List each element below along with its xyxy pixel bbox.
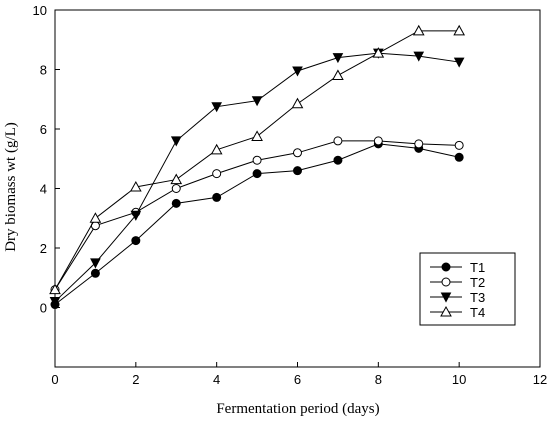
data-point (413, 51, 425, 62)
legend-label: T3 (470, 290, 485, 305)
y-tick-label: 6 (40, 122, 47, 137)
legend-item: T2 (430, 275, 485, 290)
axis-ticks: 0 2 4 6 8 10 12 0 2 4 6 8 10 (33, 3, 548, 387)
data-point (170, 173, 183, 185)
data-point (291, 97, 304, 109)
data-point (454, 140, 464, 150)
series-layer (49, 24, 466, 310)
legend-label: T4 (470, 305, 485, 320)
data-point (453, 24, 466, 36)
data-point (49, 297, 61, 308)
data-point (171, 184, 181, 193)
legend-label: T1 (470, 260, 485, 275)
data-point (332, 53, 344, 64)
legend-label: T2 (470, 275, 485, 290)
data-point (251, 96, 263, 107)
legend-marker (440, 305, 452, 317)
y-tick-label: 10 (33, 3, 47, 18)
data-point (293, 166, 302, 176)
y-tick-label: 4 (40, 182, 47, 197)
x-tick-label: 4 (213, 372, 220, 387)
x-tick-label: 12 (533, 372, 547, 387)
legend-marker (440, 292, 452, 303)
data-point (454, 152, 464, 162)
series-t2 (50, 136, 464, 295)
legend-marker (441, 277, 451, 287)
legend-marker (441, 262, 451, 272)
series-t4 (49, 24, 466, 295)
data-point (251, 130, 263, 141)
data-point (49, 283, 61, 295)
x-tick-label: 6 (294, 372, 301, 387)
legend-item: T1 (430, 260, 485, 275)
data-point (90, 258, 101, 269)
data-point (332, 69, 344, 80)
data-point (414, 139, 424, 149)
data-point (453, 57, 465, 68)
y-axis-title: Dry biomass wt (g/L) (3, 122, 19, 252)
data-point (372, 47, 385, 58)
x-axis-title: Fermentation period (days) (216, 401, 379, 417)
data-point (171, 198, 181, 208)
y-tick-label: 0 (40, 301, 47, 316)
data-point (333, 155, 343, 165)
data-point (212, 192, 222, 202)
data-point (131, 236, 141, 246)
data-point (170, 136, 182, 147)
series-line (54, 143, 460, 305)
legend-item: T4 (430, 305, 485, 320)
data-point (292, 66, 303, 77)
y-tick-label: 8 (40, 63, 47, 78)
data-point (293, 148, 302, 158)
series-t1 (50, 139, 464, 310)
data-point (212, 169, 222, 179)
data-point (412, 24, 425, 36)
data-point (211, 102, 222, 113)
data-point (210, 143, 223, 155)
data-point (89, 212, 102, 223)
legend-box (419, 252, 516, 326)
x-tick-label: 0 (51, 372, 58, 387)
x-tick-label: 8 (375, 372, 382, 387)
data-point (252, 169, 262, 179)
data-point (373, 136, 383, 146)
data-point (90, 268, 100, 278)
x-tick-label: 2 (132, 372, 139, 387)
data-point (333, 136, 343, 146)
data-point (130, 210, 142, 221)
legend-item: T3 (430, 290, 485, 305)
x-tick-label: 10 (452, 372, 466, 387)
data-point (252, 155, 262, 165)
data-point (129, 180, 142, 192)
y-tick-label: 2 (40, 241, 47, 256)
